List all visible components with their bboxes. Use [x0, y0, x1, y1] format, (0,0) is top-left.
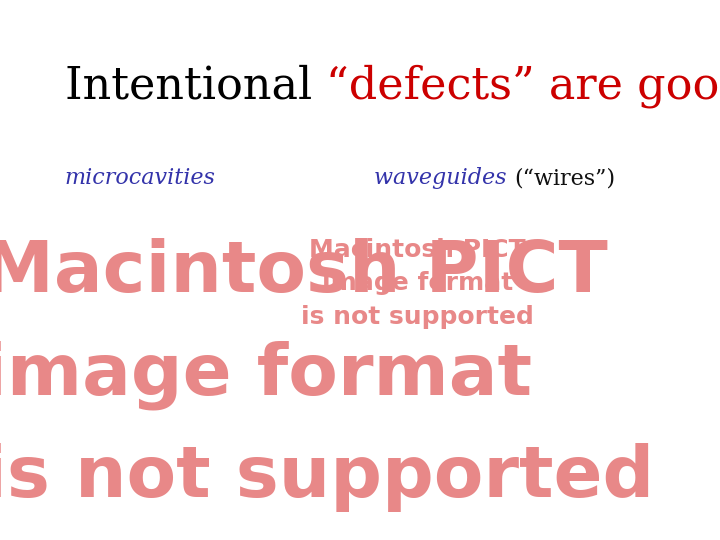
Text: microcavities: microcavities — [65, 167, 216, 190]
Text: (“wires”): (“wires”) — [514, 167, 615, 190]
Text: image format: image format — [0, 340, 532, 410]
Text: Macintosh PICT: Macintosh PICT — [0, 238, 608, 307]
Text: Macintosh PICT
image format
is not supported: Macintosh PICT image format is not suppo… — [301, 238, 534, 329]
Text: “defects” are good: “defects” are good — [326, 65, 720, 109]
Text: waveguides: waveguides — [374, 167, 514, 190]
Text: Intentional: Intentional — [65, 65, 326, 108]
Text: is not supported: is not supported — [0, 443, 654, 512]
